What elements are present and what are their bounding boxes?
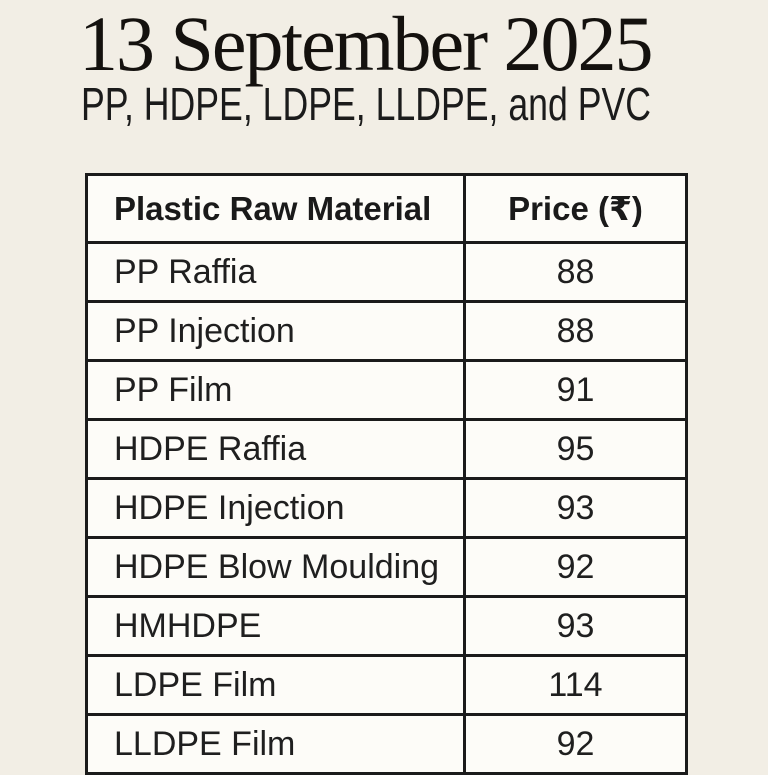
material-cell: LDPE Film <box>85 654 466 716</box>
price-cell: 93 <box>463 595 688 657</box>
price-cell: 92 <box>463 713 688 775</box>
table-row: PP Raffia 88 <box>85 241 688 303</box>
material-cell: HDPE Raffia <box>85 418 466 480</box>
material-cell: HDPE Injection <box>85 477 466 539</box>
page-title: 13 September 2025 <box>79 0 654 87</box>
material-cell: LLDPE Film <box>85 713 466 775</box>
page-subtitle: PP, HDPE, LDPE, LLDPE, and PVC <box>81 78 652 130</box>
price-cell: 93 <box>463 477 688 539</box>
material-cell: PP Injection <box>85 300 466 362</box>
price-table-body: PP Raffia 88 PP Injection 88 PP Film 91 … <box>85 241 688 775</box>
price-cell: 95 <box>463 418 688 480</box>
material-cell: PP Film <box>85 359 466 421</box>
table-row: HDPE Injection 93 <box>85 477 688 539</box>
header-cell-material: Plastic Raw Material <box>85 173 466 244</box>
material-cell: HDPE Blow Moulding <box>85 536 466 598</box>
table-row: HMHDPE 93 <box>85 595 688 657</box>
table-row: HDPE Raffia 95 <box>85 418 688 480</box>
table-row: HDPE Blow Moulding 92 <box>85 536 688 598</box>
price-table-head: Plastic Raw Material Price (₹) <box>85 173 688 244</box>
price-cell: 88 <box>463 300 688 362</box>
price-cell: 114 <box>463 654 688 716</box>
header-cell-price: Price (₹) <box>463 173 688 244</box>
header-row: Plastic Raw Material Price (₹) <box>85 173 688 244</box>
price-cell: 88 <box>463 241 688 303</box>
price-cell: 92 <box>463 536 688 598</box>
material-cell: HMHDPE <box>85 595 466 657</box>
table-row: LLDPE Film 92 <box>85 713 688 775</box>
table-row: LDPE Film 114 <box>85 654 688 716</box>
material-cell: PP Raffia <box>85 241 466 303</box>
table-row: PP Film 91 <box>85 359 688 421</box>
price-cell: 91 <box>463 359 688 421</box>
table-row: PP Injection 88 <box>85 300 688 362</box>
price-table: Plastic Raw Material Price (₹) PP Raffia… <box>85 173 688 775</box>
